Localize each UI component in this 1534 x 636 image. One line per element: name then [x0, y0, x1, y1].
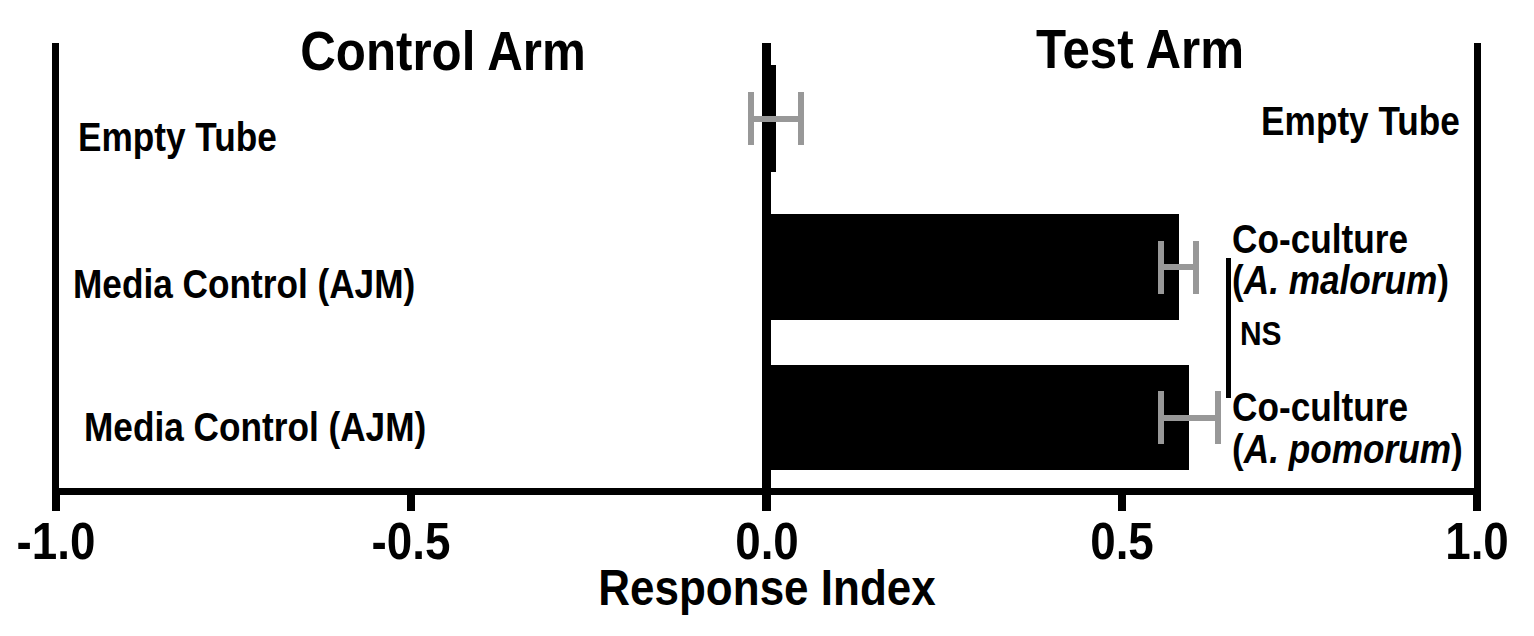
significance-label: NS: [1240, 316, 1282, 352]
row-label-empty-tube-right: Empty Tube: [1261, 100, 1460, 142]
x-tick: [407, 495, 415, 511]
x-tick: [1473, 495, 1481, 511]
x-tick: [1118, 495, 1126, 511]
row-label-empty-tube: Empty Tube: [78, 116, 277, 158]
row-label-coculture-pomorum: Co-culture (A. pomorum): [1232, 386, 1463, 470]
x-axis-ticks: -1.0-0.50.00.51.0: [0, 0, 1534, 636]
paren-open: (: [1232, 427, 1244, 471]
x-tick-label: 1.0: [1445, 514, 1509, 569]
paren-close: ): [1437, 258, 1449, 302]
coculture-line1: Co-culture: [1232, 385, 1408, 429]
species-name-malorum: A. malorum: [1244, 258, 1438, 302]
paren-close: ): [1451, 427, 1463, 471]
x-tick-label: 0.5: [1090, 514, 1154, 569]
paren-open: (: [1232, 258, 1244, 302]
x-tick: [763, 495, 771, 511]
x-tick-label: -1.0: [17, 514, 96, 569]
significance-bracket: [1226, 258, 1231, 398]
x-tick: [52, 495, 60, 511]
row-label-media-control-1: Media Control (AJM): [73, 263, 415, 305]
bar-chart-figure: Control Arm Test Arm -1.0-0.50.00.51.0 E…: [0, 0, 1534, 636]
species-name-pomorum: A. pomorum: [1244, 427, 1451, 471]
x-axis-title: Response Index: [598, 562, 935, 615]
coculture-line1: Co-culture: [1232, 217, 1408, 261]
row-label-media-control-2: Media Control (AJM): [84, 406, 426, 448]
x-tick-label: -0.5: [372, 514, 451, 569]
row-label-coculture-malorum: Co-culture (A. malorum): [1232, 219, 1449, 301]
